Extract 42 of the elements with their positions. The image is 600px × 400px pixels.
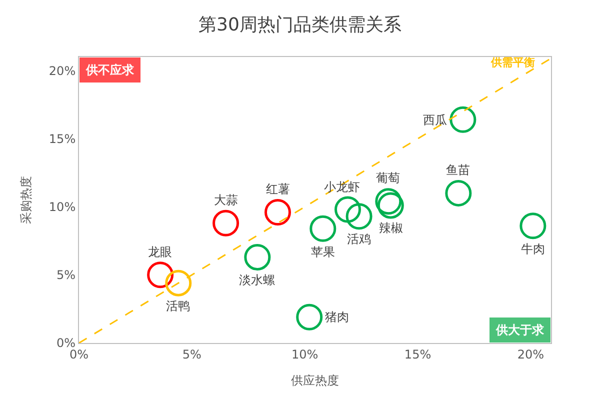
point <box>244 244 271 270</box>
x-tick-label: 10% <box>292 347 318 362</box>
y-tick-label: 10% <box>48 200 76 214</box>
point <box>520 212 546 240</box>
x-axis-title: 供应热度 <box>291 373 339 388</box>
x-tick-label: 15% <box>404 347 432 362</box>
y-tick-label: 20% <box>48 64 76 78</box>
annotation: 葡萄 <box>376 171 400 185</box>
annotation: 猪肉 <box>325 310 349 324</box>
annotation: 小龙虾 <box>324 180 360 194</box>
y-tick-label: 5% <box>56 268 76 282</box>
point <box>445 180 472 206</box>
point <box>450 106 476 133</box>
x-tick-label: 20% <box>517 347 544 362</box>
annotation: 大蒜 <box>214 193 238 207</box>
point <box>212 210 240 236</box>
point <box>334 196 361 223</box>
annotation: 供不应求 <box>85 63 135 77</box>
point <box>375 188 402 215</box>
annotation: 供需平衡 <box>490 56 535 69</box>
point <box>165 270 192 296</box>
point <box>264 199 291 226</box>
x-tick-label: 5% <box>182 347 202 362</box>
chart-title: 第30周热门品类供需关系 <box>198 14 402 36</box>
annotation: 红薯 <box>266 182 290 196</box>
annotation: 鱼苗 <box>446 163 470 177</box>
annotation: 活鸭 <box>166 299 190 313</box>
annotation: 辣椒 <box>379 221 403 235</box>
annotation: 西瓜 <box>423 113 447 127</box>
point <box>346 203 372 230</box>
annotation: 活鸡 <box>347 232 371 246</box>
point <box>147 262 174 288</box>
y-axis-title: 采购热度 <box>19 176 34 224</box>
point <box>310 215 336 242</box>
annotation: 牛肉 <box>521 242 545 256</box>
annotation: 苹果 <box>311 245 335 259</box>
annotation: 供大于求 <box>495 323 545 337</box>
annotation: 淡水螺 <box>239 273 275 287</box>
point <box>296 304 323 330</box>
y-tick-label: 15% <box>48 132 76 146</box>
point <box>377 192 404 219</box>
annotation: 龙眼 <box>148 245 172 259</box>
